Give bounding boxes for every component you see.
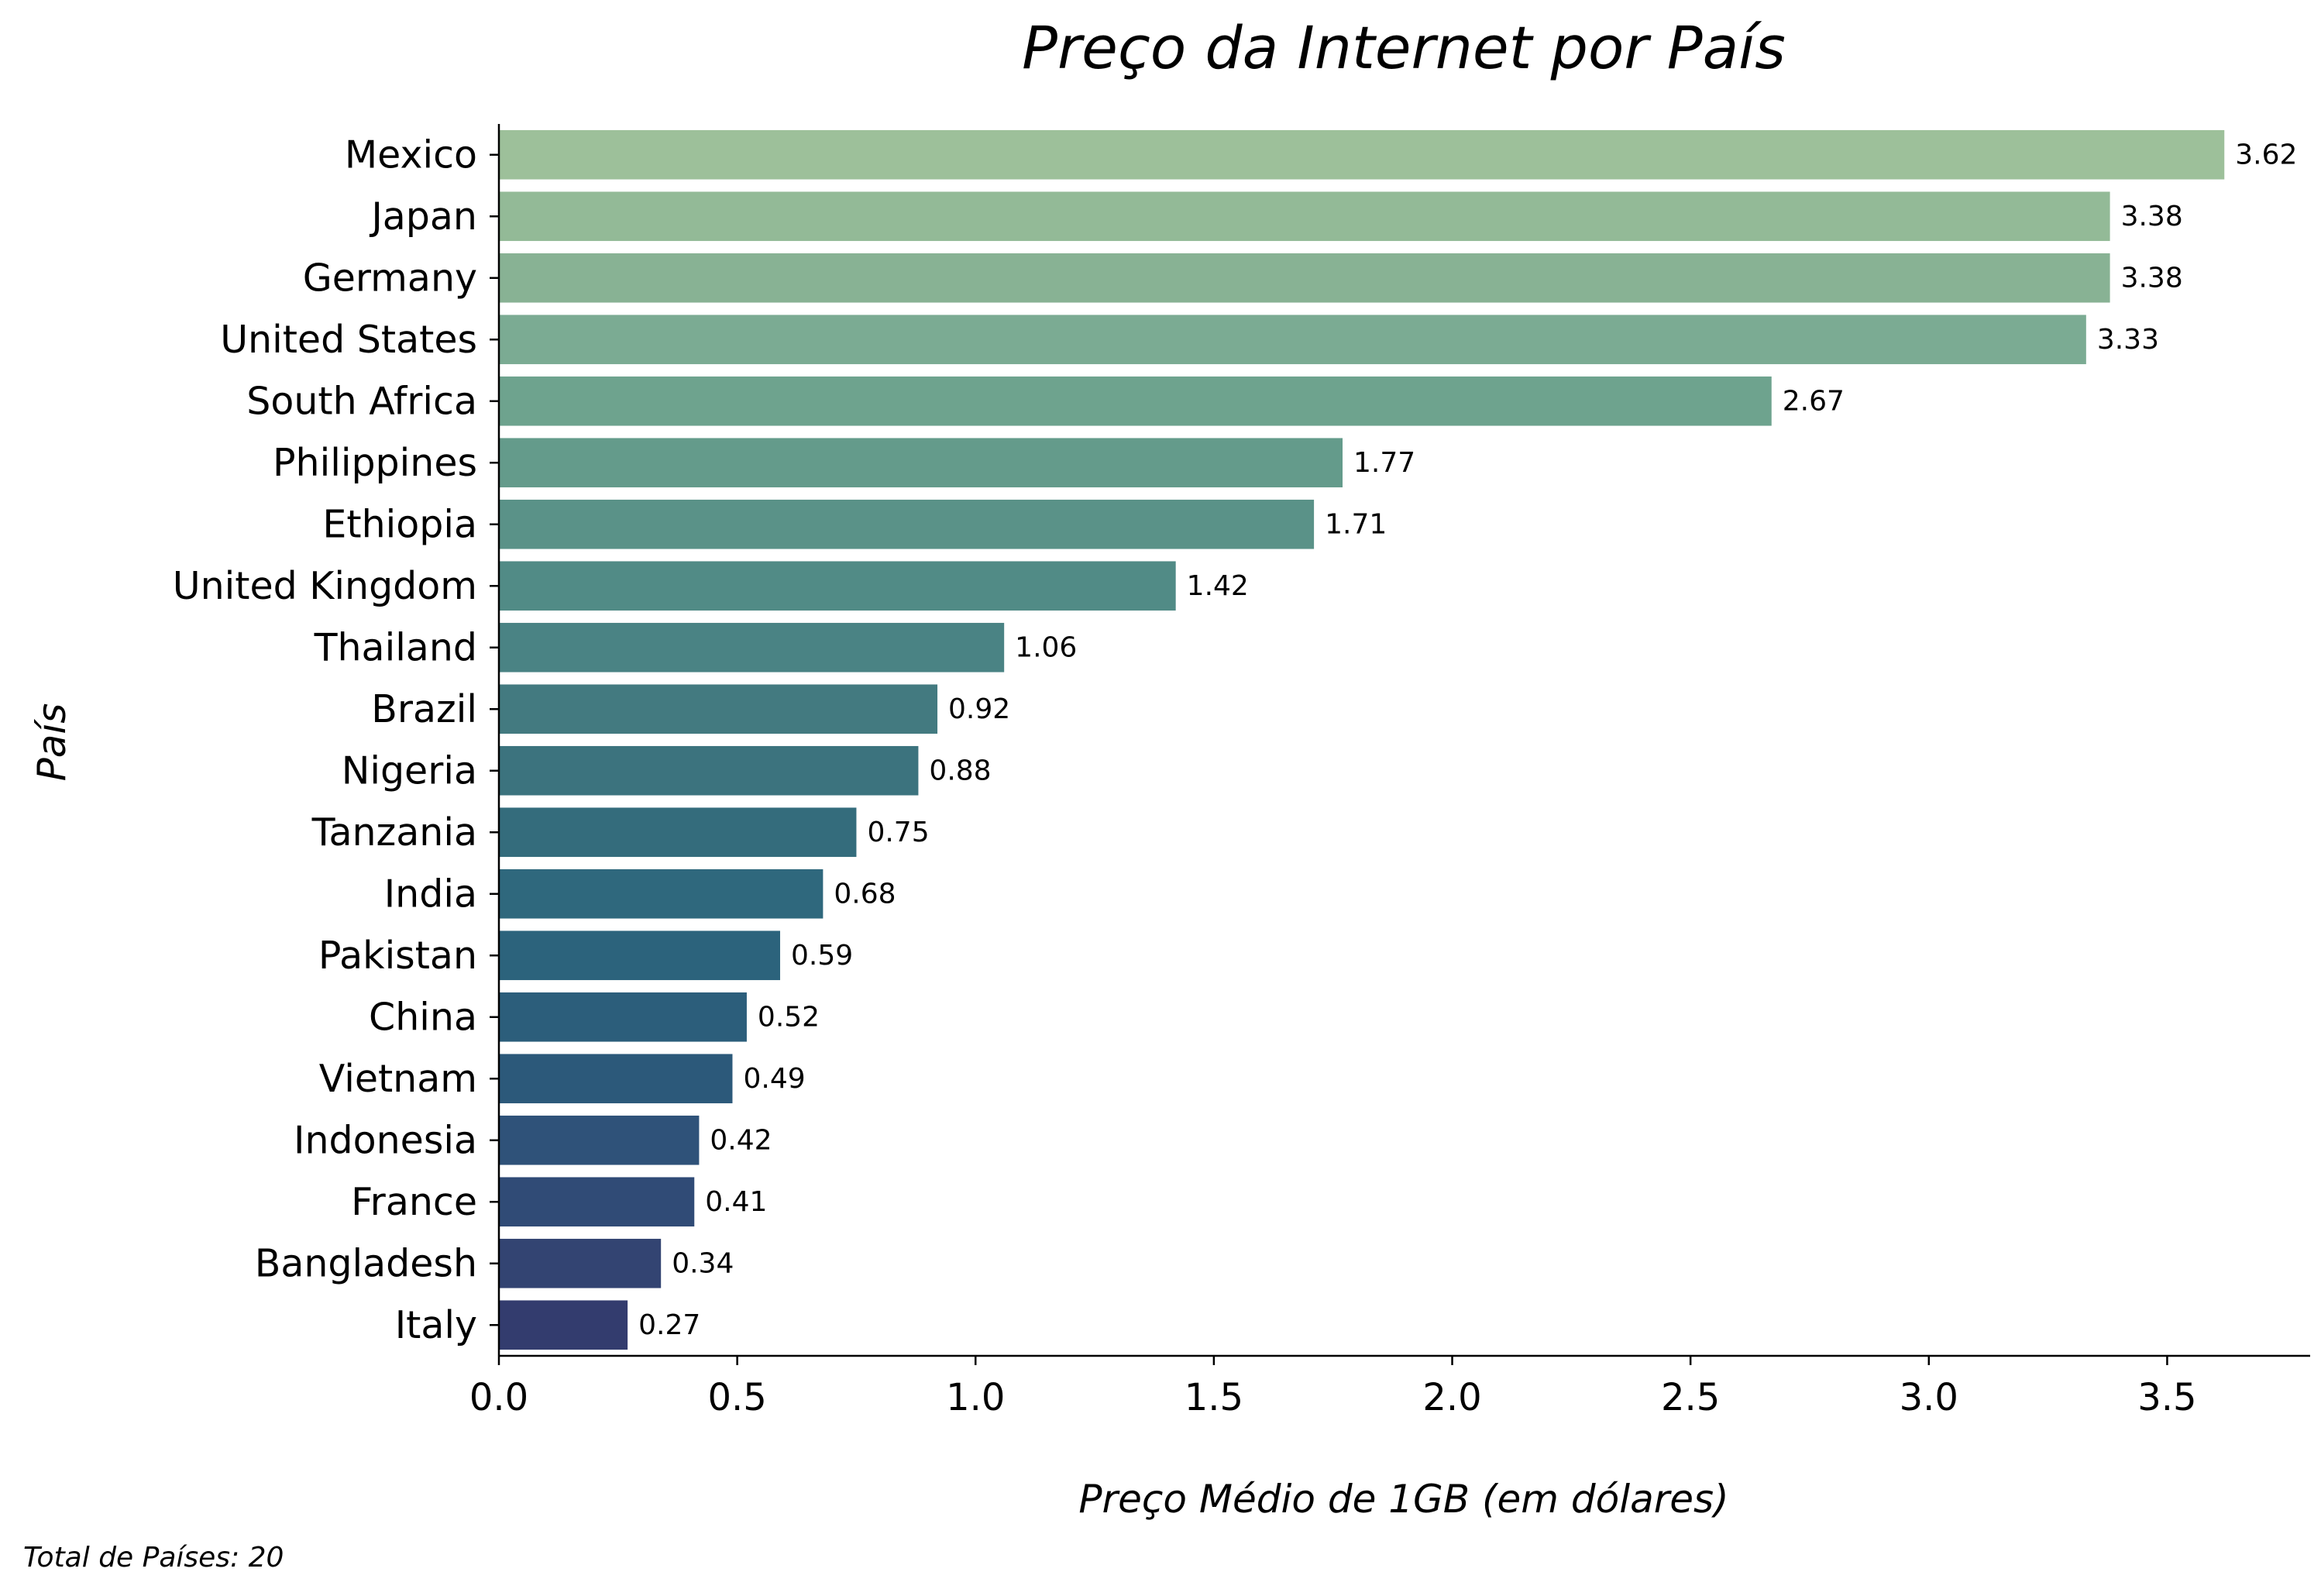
bar-indonesia	[499, 1115, 700, 1165]
y-tick-label: Bangladesh	[255, 1241, 477, 1285]
y-tick-label: India	[384, 872, 477, 916]
x-tick-label: 1.5	[1185, 1376, 1243, 1419]
x-tick-label: 2.5	[1661, 1376, 1720, 1419]
y-axis-label: País	[29, 703, 74, 782]
bar-china	[499, 992, 747, 1042]
bar-thailand	[499, 622, 1005, 672]
x-axis-label: Preço Médio de 1GB (em dólares)	[1078, 1477, 1728, 1522]
bar-united-states	[499, 315, 2086, 365]
y-tick-label: France	[351, 1180, 477, 1224]
bar-pakistan	[499, 930, 781, 981]
bar-value-label: 0.41	[705, 1186, 767, 1218]
y-tick-label: Nigeria	[342, 748, 477, 793]
y-tick-label: Italy	[395, 1303, 477, 1347]
bar-south-africa	[499, 376, 1772, 426]
footer-note: Total de Países: 20	[23, 1542, 284, 1574]
bar-philippines	[499, 438, 1343, 488]
y-tick-label: United States	[220, 318, 477, 362]
x-axis-ticks: 0.0 0.5 1.0 1.5 2.0 2.5 3.0 3.5	[469, 1356, 2197, 1419]
bar-value-label: 3.38	[2121, 201, 2183, 232]
bar-value-label: 1.06	[1015, 631, 1077, 663]
y-tick-label: Brazil	[371, 687, 477, 731]
x-tick-label: 3.0	[1900, 1376, 1958, 1419]
bar-united-kingdom	[499, 561, 1176, 611]
bar-bangladesh	[499, 1238, 662, 1288]
x-tick-label: 0.5	[707, 1376, 766, 1419]
y-tick-label: Pakistan	[318, 934, 477, 978]
y-tick-label: Germany	[303, 256, 477, 300]
bar-india	[499, 869, 824, 919]
bar-value-label: 3.38	[2121, 262, 2183, 294]
bar-value-label: 0.42	[710, 1124, 772, 1156]
bar-brazil	[499, 684, 938, 734]
bar-japan	[499, 191, 2110, 242]
bar-value-label: 0.49	[743, 1063, 805, 1095]
chart-title: Preço da Internet por País	[1022, 13, 1786, 82]
x-tick-label: 0.0	[469, 1376, 528, 1419]
y-tick-label: Thailand	[314, 625, 477, 669]
y-tick-label: Mexico	[345, 132, 477, 177]
bar-value-label: 3.33	[2097, 324, 2159, 356]
bar-value-label: 3.62	[2235, 139, 2297, 170]
bar-ethiopia	[499, 499, 1315, 549]
bar-value-label: 1.42	[1187, 570, 1249, 602]
x-tick-label: 2.0	[1422, 1376, 1481, 1419]
bar-value-label: 0.34	[672, 1247, 734, 1279]
bar-value-label: 1.71	[1325, 508, 1387, 540]
y-tick-label: Ethiopia	[322, 502, 477, 546]
y-tick-label: United Kingdom	[173, 564, 477, 608]
y-tick-label: Tanzania	[311, 810, 477, 855]
bar-germany	[499, 253, 2110, 303]
bar-value-label: 0.88	[929, 755, 991, 786]
bar-value-label: 0.59	[791, 940, 853, 972]
bar-value-labels: 3.62 3.38 3.38 3.33 2.67 1.77 1.71 1.42 1.060.92…	[638, 139, 2297, 1341]
y-tick-label: Philippines	[273, 441, 477, 485]
bar-value-label: 2.67	[1783, 385, 1845, 417]
bar-vietnam	[499, 1054, 733, 1104]
bar-france	[499, 1177, 695, 1227]
bar-value-label: 0.27	[638, 1309, 700, 1341]
y-tick-label: Vietnam	[319, 1057, 477, 1101]
x-tick-label: 1.0	[946, 1376, 1005, 1419]
bar-value-label: 0.92	[948, 693, 1010, 725]
bar-italy	[499, 1300, 628, 1350]
y-axis-tick-labels: Mexico Japan Germany United States South Afr…	[173, 132, 499, 1347]
bar-value-label: 0.68	[834, 878, 896, 910]
bar-tanzania	[499, 807, 857, 858]
bar-value-label: 1.77	[1353, 447, 1415, 479]
bar-value-label: 0.52	[758, 1001, 820, 1033]
bar-mexico	[499, 129, 2225, 180]
y-tick-label: South Africa	[246, 379, 477, 423]
y-tick-label: China	[369, 995, 477, 1039]
x-tick-label: 3.5	[2137, 1376, 2196, 1419]
bar-value-label: 0.75	[867, 817, 929, 848]
bars-group	[499, 129, 2225, 1350]
bar-nigeria	[499, 745, 919, 796]
y-tick-label: Japan	[369, 194, 477, 239]
y-tick-label: Indonesia	[294, 1118, 477, 1162]
